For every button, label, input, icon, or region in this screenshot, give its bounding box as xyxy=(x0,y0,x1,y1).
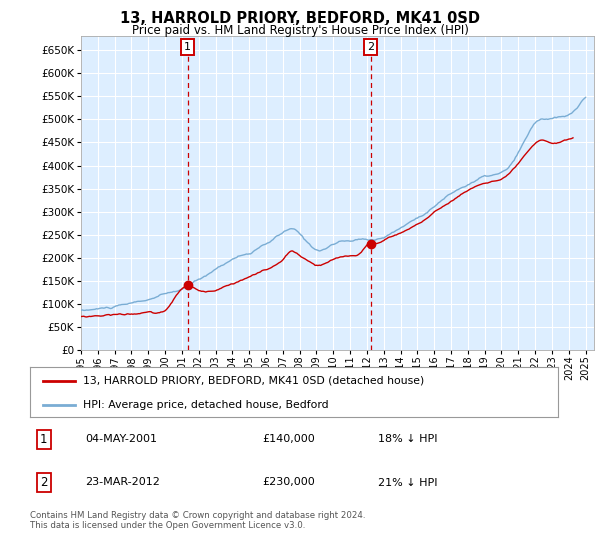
Text: 21% ↓ HPI: 21% ↓ HPI xyxy=(378,478,437,488)
Text: 2: 2 xyxy=(367,43,374,53)
Text: 13, HARROLD PRIORY, BEDFORD, MK41 0SD (detached house): 13, HARROLD PRIORY, BEDFORD, MK41 0SD (d… xyxy=(83,376,424,386)
Text: 2: 2 xyxy=(40,476,47,489)
Text: £230,000: £230,000 xyxy=(262,478,314,488)
Text: 04-MAY-2001: 04-MAY-2001 xyxy=(85,434,157,444)
Text: 1: 1 xyxy=(184,43,191,53)
Text: Price paid vs. HM Land Registry's House Price Index (HPI): Price paid vs. HM Land Registry's House … xyxy=(131,24,469,37)
Text: £140,000: £140,000 xyxy=(262,434,314,444)
Text: 13, HARROLD PRIORY, BEDFORD, MK41 0SD: 13, HARROLD PRIORY, BEDFORD, MK41 0SD xyxy=(120,11,480,26)
Text: 23-MAR-2012: 23-MAR-2012 xyxy=(85,478,160,488)
Text: HPI: Average price, detached house, Bedford: HPI: Average price, detached house, Bedf… xyxy=(83,400,328,409)
Text: Contains HM Land Registry data © Crown copyright and database right 2024.
This d: Contains HM Land Registry data © Crown c… xyxy=(30,511,365,530)
Text: 1: 1 xyxy=(40,432,47,446)
Text: 18% ↓ HPI: 18% ↓ HPI xyxy=(378,434,437,444)
